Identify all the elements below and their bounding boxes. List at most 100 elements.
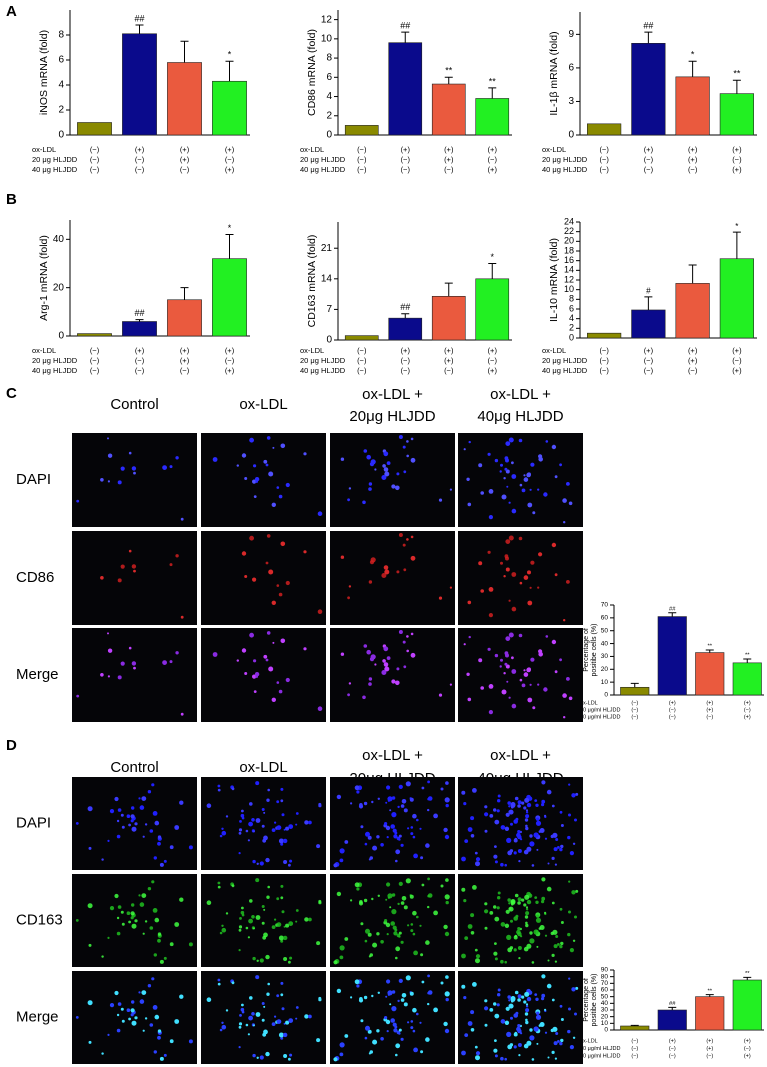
- cell: [142, 932, 145, 935]
- bar: [719, 258, 754, 339]
- cell: [263, 811, 266, 814]
- panel-label: B: [6, 191, 17, 208]
- cell: [571, 987, 576, 992]
- cell: [238, 852, 241, 855]
- cell: [494, 653, 499, 658]
- cell: [126, 1008, 131, 1012]
- bar: [344, 335, 379, 341]
- cell: [550, 931, 554, 936]
- cell: [494, 458, 499, 463]
- cell: [107, 648, 113, 653]
- cell: [117, 578, 122, 583]
- cell: [541, 993, 546, 998]
- cell: [568, 977, 571, 980]
- cell: [500, 862, 504, 867]
- cell: [569, 948, 575, 953]
- cell: [527, 697, 533, 703]
- treatment-value: (−): [644, 356, 654, 365]
- cell: [114, 893, 119, 899]
- cell: [385, 1019, 391, 1025]
- cell: [526, 996, 532, 1002]
- treatment-name: 40 μg HLJDD: [542, 366, 588, 375]
- cell: [283, 925, 286, 928]
- treatment-value: (+): [669, 700, 676, 706]
- cell: [169, 942, 174, 947]
- cell: [504, 662, 508, 666]
- cell: [387, 893, 393, 899]
- cell: [255, 781, 260, 786]
- cell: [154, 820, 160, 826]
- cell: [256, 862, 259, 865]
- cell: [107, 437, 109, 440]
- cell: [504, 923, 510, 928]
- cell: [575, 986, 579, 990]
- cell: [316, 941, 321, 946]
- cell: [128, 451, 132, 455]
- cell: [524, 915, 529, 919]
- cell: [348, 585, 352, 588]
- cell: [537, 683, 540, 686]
- cell: [363, 995, 368, 1000]
- cell: [518, 957, 521, 960]
- y-tick-label: 0: [58, 130, 64, 141]
- cell: [239, 1014, 242, 1017]
- cell: [261, 921, 265, 925]
- cell: [225, 1009, 229, 1012]
- cell: [101, 1052, 104, 1055]
- cell: [304, 1014, 309, 1019]
- cell: [169, 845, 174, 850]
- cell: [367, 1029, 372, 1034]
- cell: [253, 464, 257, 468]
- cell: [504, 651, 509, 656]
- cell: [317, 609, 323, 614]
- cell: [507, 995, 512, 999]
- cell: [470, 816, 475, 821]
- cell: [386, 933, 389, 936]
- cell: [219, 1028, 223, 1032]
- cell: [372, 845, 378, 851]
- cell: [180, 517, 184, 521]
- cell: [525, 906, 529, 909]
- cell: [133, 471, 136, 475]
- cell: [525, 1008, 530, 1013]
- cell: [395, 859, 398, 863]
- cell: [511, 669, 517, 674]
- cell: [153, 1050, 157, 1054]
- cell: [550, 1028, 554, 1033]
- cell: [107, 675, 110, 678]
- cell: [128, 920, 132, 924]
- cell: [517, 1024, 521, 1028]
- cell: [289, 956, 293, 960]
- cell: [358, 901, 364, 906]
- treatment-value: (−): [135, 366, 145, 375]
- y-tick-label: 7: [326, 304, 332, 315]
- cell: [339, 945, 345, 951]
- treatment-value: (+): [732, 346, 742, 355]
- cell: [117, 675, 122, 680]
- cell: [518, 438, 523, 443]
- cell: [131, 806, 135, 810]
- cell: [249, 632, 255, 638]
- cell: [444, 797, 450, 803]
- significance-label: ##: [400, 302, 410, 312]
- cell: [397, 902, 400, 906]
- cell: [572, 1036, 576, 1040]
- cell: [283, 828, 286, 831]
- significance-label: **: [707, 644, 712, 650]
- cell: [416, 915, 419, 919]
- cell: [380, 1037, 384, 1041]
- cell: [101, 955, 104, 958]
- treatment-value: (+): [444, 145, 454, 154]
- cell: [157, 932, 162, 936]
- cell: [544, 814, 547, 817]
- cell: [484, 812, 489, 817]
- cell: [405, 975, 411, 981]
- cell: [360, 825, 364, 829]
- cell: [386, 461, 391, 465]
- cell: [225, 815, 229, 818]
- cell: [433, 910, 438, 916]
- treatment-value: (−): [599, 145, 609, 154]
- treatment-value: (−): [669, 1046, 676, 1052]
- cell: [405, 781, 411, 787]
